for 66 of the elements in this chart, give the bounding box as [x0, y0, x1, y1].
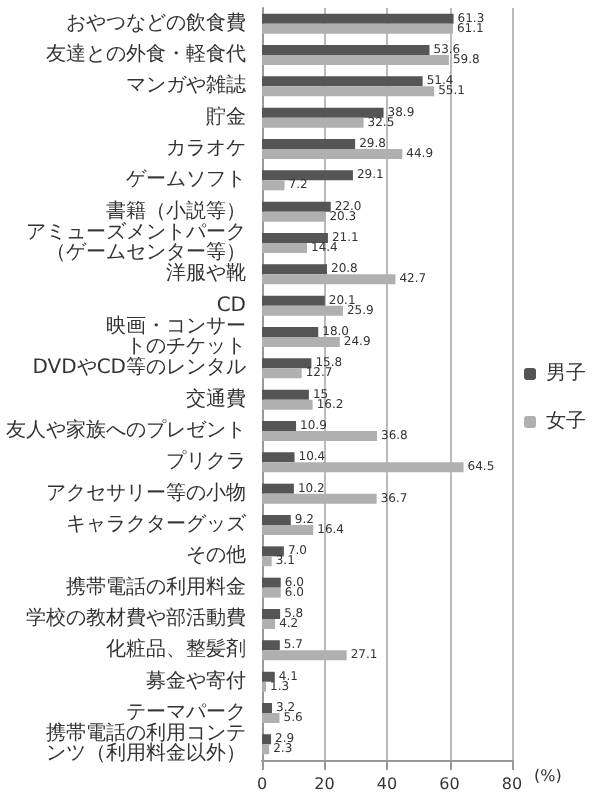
bar: [262, 45, 430, 55]
y-tick-label: 友達との外食・軽食代: [46, 42, 246, 66]
bar: [262, 671, 275, 682]
y-tick-label: おやつなどの飲食費: [66, 10, 246, 35]
y-tick-label: 募金や寄付: [146, 668, 246, 693]
y-tick-label: その他: [186, 543, 246, 568]
y-tick-label: プリクラ: [166, 449, 246, 474]
bar: [262, 201, 331, 212]
bar: [262, 577, 281, 588]
y-tick-label: キャラクターグッズ: [66, 512, 248, 536]
bar: [262, 180, 285, 191]
bar: [262, 76, 423, 87]
y-tick-label: ゲームソフト: [126, 169, 246, 192]
x-tick-label: 20: [314, 775, 335, 793]
bar: [262, 452, 295, 463]
bar: [262, 619, 276, 629]
y-tick-label: アクセサリー等の小物: [46, 480, 246, 505]
y-tick-label: テーマパーク: [126, 702, 246, 724]
bar: [262, 295, 325, 306]
y-tick-label: カラオケ: [166, 138, 246, 160]
bar: [262, 525, 314, 535]
bar: [262, 744, 270, 755]
y-tick-label: 映画・コンサートのチケット: [106, 314, 246, 358]
x-tick-label: 80: [501, 775, 523, 793]
y-tick-label: 友人や家族へのプレゼント: [6, 418, 246, 442]
y-tick-label: 交通費: [186, 386, 246, 411]
bar: [262, 389, 309, 400]
x-tick-label: 40: [376, 775, 398, 793]
x-axis-title: (%): [533, 767, 562, 785]
bar: [262, 170, 353, 181]
bar: [262, 734, 272, 745]
y-tick-label: マンガや雑誌: [126, 73, 246, 98]
legend-label: 女子: [546, 409, 586, 433]
bar: [262, 713, 280, 723]
bar: [262, 13, 454, 24]
bar: [262, 421, 297, 431]
y-tick-label: 学校の教材費や部活動費: [26, 606, 246, 630]
y-tick-label: 携帯電話の利用コンテンツ（利用料金以外）: [46, 721, 246, 766]
bar: [262, 368, 302, 379]
y-tick-label: DVDやCD等のレンタル: [32, 355, 246, 380]
bar: [262, 703, 272, 713]
bar: [262, 515, 291, 525]
bar: [262, 483, 294, 494]
bar: [262, 107, 384, 118]
x-tick-label: 0: [256, 775, 268, 793]
bar: [262, 139, 356, 149]
bar: [262, 233, 328, 243]
bar: [262, 327, 319, 337]
bar: [262, 546, 284, 557]
bar: [262, 587, 281, 598]
bar: [262, 640, 280, 651]
bar: [262, 264, 327, 275]
y-tick-label: 書籍（小説等）: [106, 198, 246, 223]
y-tick-label: アミューズメントパーク（ゲームセンター等）: [26, 220, 246, 264]
y-tick-label: CD: [216, 294, 247, 317]
bar: [262, 243, 307, 253]
bar: [262, 556, 272, 567]
bar: [262, 358, 312, 369]
legend-label: 男子: [546, 363, 586, 385]
y-tick-label: 貯金: [206, 104, 246, 129]
y-tick-label: 洋服や靴: [166, 261, 246, 286]
x-tick-label: 60: [439, 775, 460, 793]
bar: [262, 609, 281, 619]
bar: [262, 399, 313, 410]
y-tick-label: 携帯電話の利用料金: [66, 574, 246, 599]
y-tick-label: 化粧品、整髪剤: [106, 637, 246, 662]
